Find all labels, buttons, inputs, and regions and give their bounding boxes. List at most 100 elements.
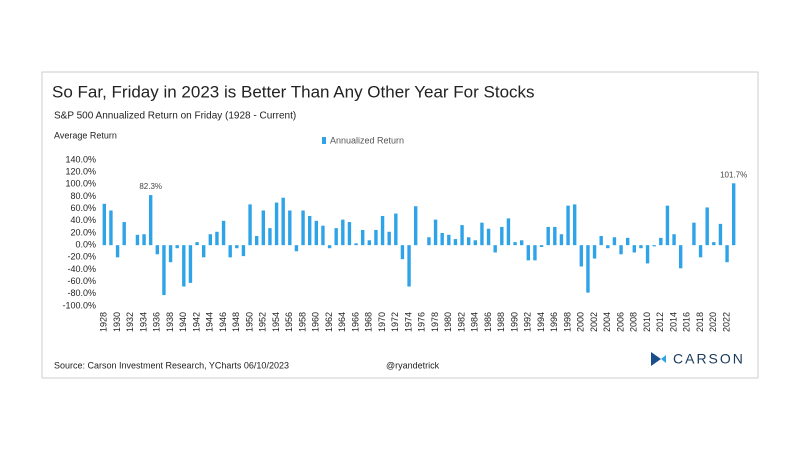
bar: [460, 225, 464, 246]
x-tick-label: 1996: [549, 312, 559, 332]
x-tick-label: 1952: [258, 312, 268, 332]
y-tick-label: -60.0%: [67, 276, 96, 286]
bar: [235, 245, 239, 249]
x-tick-label: 1976: [417, 312, 427, 332]
chart-subtitle: S&P 500 Annualized Return on Friday (192…: [54, 111, 296, 122]
bar: [692, 222, 696, 246]
logo-mark: [651, 352, 666, 366]
x-tick-label: 2004: [602, 312, 612, 332]
bar: [632, 245, 637, 253]
bar: [261, 210, 266, 246]
x-tick-label: 1982: [456, 312, 466, 332]
bar: [188, 245, 193, 283]
x-tick-label: 1946: [218, 312, 228, 332]
x-tick-label: 1994: [536, 312, 546, 332]
x-tick-label: 2010: [642, 312, 652, 332]
bar: [678, 245, 683, 269]
x-tick-label: 1938: [165, 312, 175, 332]
bar: [274, 202, 279, 246]
bar: [493, 245, 497, 253]
bar: [367, 240, 372, 246]
y-tick-label: 120.0%: [65, 167, 96, 177]
bar: [168, 245, 173, 263]
bar: [705, 207, 709, 246]
x-tick-label: 2012: [655, 312, 665, 332]
bar: [473, 240, 478, 246]
bar: [142, 234, 146, 246]
x-tick-label: 1936: [152, 312, 162, 332]
bar: [599, 236, 603, 246]
bar: [347, 222, 352, 246]
bar: [135, 234, 140, 246]
y-tick-label: -80.0%: [67, 288, 96, 298]
bar: [559, 234, 564, 246]
x-tick-label: 2000: [576, 312, 586, 332]
x-tick-label: 1930: [112, 312, 122, 332]
bar: [109, 210, 113, 246]
y-axis-title: Average Return: [54, 130, 117, 140]
bar: [380, 215, 385, 246]
bar: [155, 245, 160, 255]
bar: [672, 234, 676, 246]
bar: [394, 213, 398, 246]
bar: [341, 219, 345, 246]
bar: [619, 245, 623, 255]
bar: [453, 239, 458, 246]
bar: [407, 245, 411, 287]
x-tick-label: 1956: [284, 312, 294, 332]
x-tick-label: 1948: [231, 312, 241, 332]
bar: [427, 237, 431, 246]
x-tick-label: 1954: [271, 312, 281, 332]
bar: [228, 245, 232, 258]
x-tick-label: 1978: [430, 312, 440, 332]
bar: [241, 245, 246, 257]
x-tick-label: 1992: [523, 312, 533, 332]
bar: [486, 228, 491, 246]
bar: [195, 242, 199, 246]
bar: [122, 222, 126, 246]
bar: [307, 215, 312, 246]
x-tick-label: 2018: [695, 312, 705, 332]
x-tick-label: 1940: [178, 312, 188, 332]
bar: [659, 237, 663, 246]
bar: [288, 210, 292, 246]
bar: [248, 204, 252, 246]
bar: [566, 205, 570, 246]
bar: [360, 229, 365, 246]
x-tick-label: 1972: [390, 312, 400, 332]
bar: [725, 245, 729, 263]
y-tick-label: 80.0%: [70, 191, 96, 201]
x-tick-label: 1998: [562, 312, 572, 332]
x-tick-label: 1934: [138, 312, 148, 332]
bar: [301, 210, 305, 246]
bar: [579, 245, 584, 267]
bar: [513, 242, 517, 246]
bar: [254, 236, 259, 246]
legend-label: Annualized Return: [330, 135, 404, 145]
y-tick-label: 60.0%: [70, 203, 96, 213]
x-tick-label: 1942: [191, 312, 201, 332]
x-tick-label: 2008: [629, 312, 639, 332]
x-tick-label: 2006: [615, 312, 625, 332]
bar: [387, 231, 391, 246]
bar: [718, 223, 723, 246]
logo-text: CARSON: [673, 351, 745, 367]
bar: [466, 237, 471, 246]
y-tick-label: 0.0%: [75, 240, 96, 250]
x-tick-label: 1970: [377, 312, 387, 332]
bar: [546, 226, 550, 246]
x-tick-label: 1968: [364, 312, 374, 332]
bar: [215, 231, 219, 246]
x-tick-label: 1960: [311, 312, 321, 332]
bar: [440, 233, 444, 246]
x-tick-label: 1974: [403, 312, 413, 332]
bar: [612, 237, 617, 246]
bar: [268, 228, 272, 246]
frame: [41, 71, 759, 379]
x-tick-label: 1962: [324, 312, 334, 332]
x-tick-label: 1990: [509, 312, 519, 332]
bar: [447, 234, 451, 246]
x-tick-label: 2014: [668, 312, 678, 332]
bar: [572, 204, 577, 246]
